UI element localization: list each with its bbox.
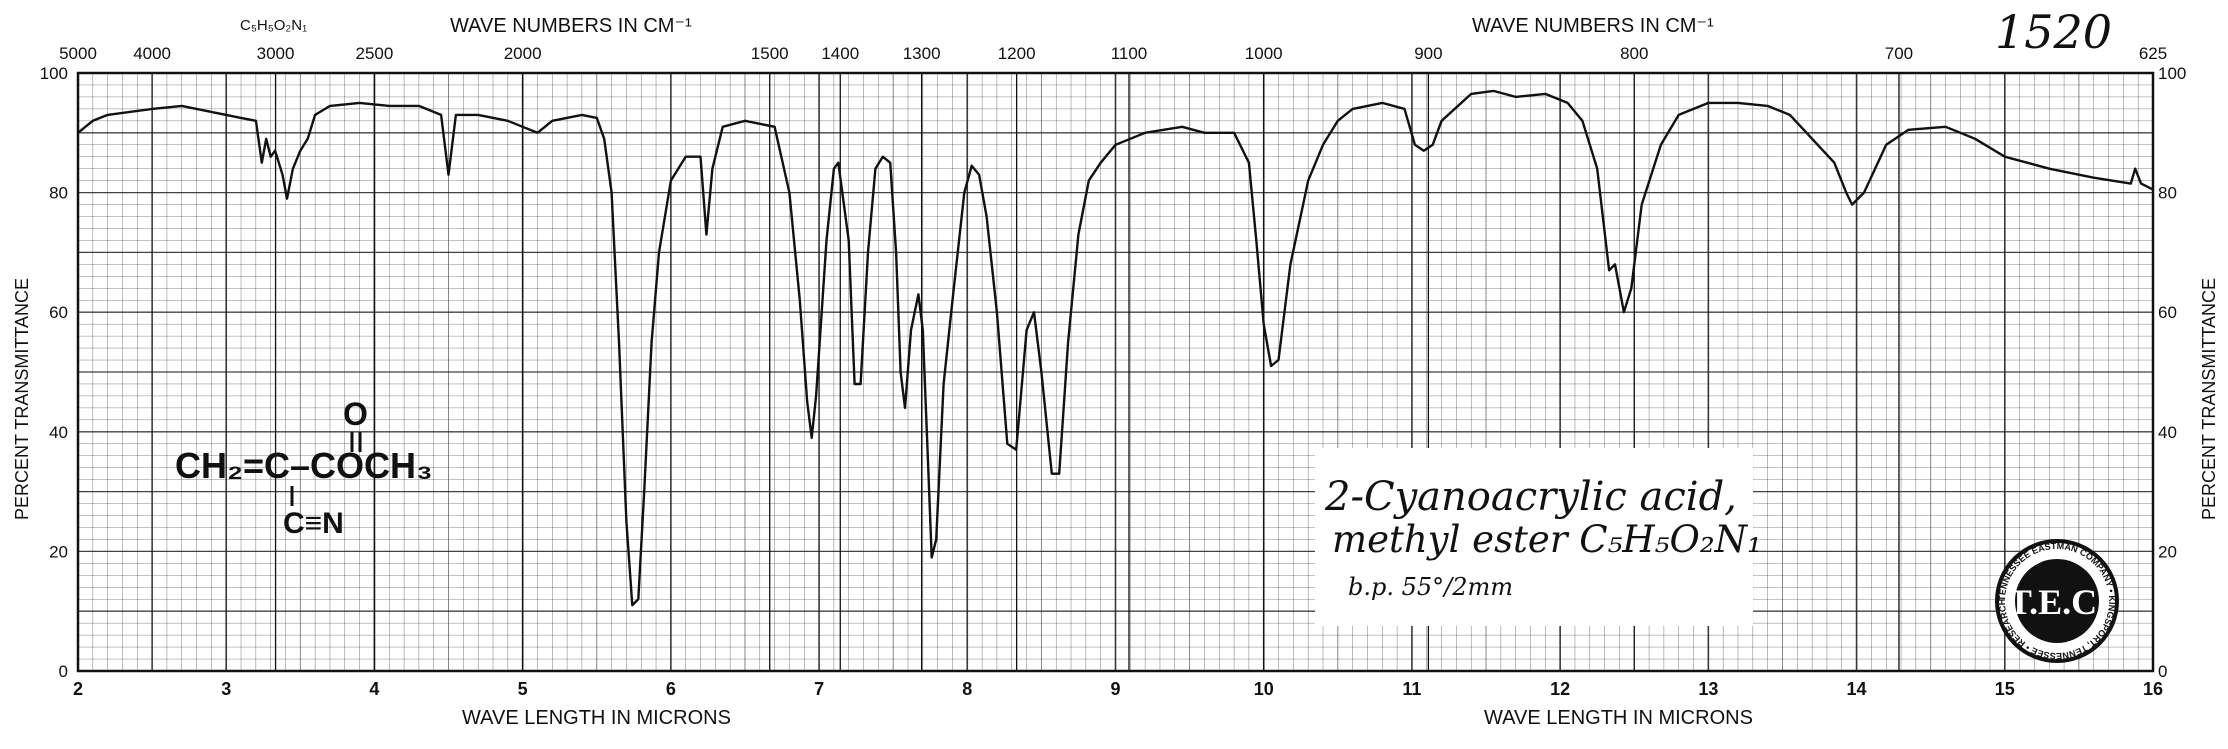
plot-frame — [76, 71, 2155, 673]
x-tick-label: 14 — [1847, 679, 1867, 699]
y-tick-label-right: 0 — [2158, 662, 2167, 681]
y-tick-label-left: 20 — [49, 542, 68, 561]
y-tick-label-left: 100 — [40, 64, 68, 83]
y-tick-label-right: 100 — [2158, 64, 2186, 83]
wavenumber-tick-label: 1000 — [1245, 44, 1283, 63]
y-tick-label-left: 40 — [49, 423, 68, 442]
formula-top: C₅H₅O₂N₁ — [240, 17, 307, 34]
x-tick-label: 8 — [962, 679, 972, 699]
structure-main: CH₂=C–COCH₃ — [175, 445, 433, 486]
seal-center-text: T.E.C. — [2008, 582, 2106, 622]
spectrum-line — [77, 89, 2154, 607]
annotation-line2: methyl ester C₅H₅O₂N₁ — [1332, 518, 1762, 561]
y-tick-label-right: 60 — [2158, 303, 2177, 322]
wavenumber-label-left: WAVE NUMBERS IN CM⁻¹ — [450, 15, 692, 37]
x-tick-label: 10 — [1254, 679, 1274, 699]
wavelength-label-left: WAVE LENGTH IN MICRONS — [462, 707, 731, 729]
x-tick-label: 7 — [814, 679, 824, 699]
x-tick-label: 11 — [1402, 679, 1421, 699]
wavenumber-tick-label: 700 — [1885, 44, 1913, 63]
y-tick-label-left: 0 — [59, 662, 68, 681]
wavenumber-tick-label: 800 — [1620, 44, 1648, 63]
wavenumber-tick-label: 5000 — [59, 44, 97, 63]
wavenumber-tick-label: 2000 — [504, 44, 542, 63]
seal-inner-ring — [2015, 559, 2099, 643]
x-tick-label: 6 — [666, 679, 676, 699]
annotation-box: 2-Cyanoacrylic acid, methyl ester C₅H₅O₂… — [1315, 448, 1762, 626]
x-tick-label: 13 — [1698, 679, 1718, 699]
x-tick-label: 3 — [221, 679, 231, 699]
x-tick-label: 12 — [1550, 679, 1570, 699]
x-tick-label: 4 — [369, 679, 379, 699]
y-tick-label-right: 80 — [2158, 184, 2177, 203]
annotation-line1: 2-Cyanoacrylic acid, — [1324, 474, 1737, 520]
annotation-background — [1315, 448, 1753, 626]
x-tick-label: 5 — [518, 679, 528, 699]
wavenumber-tick-label: 1200 — [998, 44, 1036, 63]
structure-oxygen: O — [343, 396, 368, 432]
wavenumber-tick-label: 625 — [2139, 44, 2167, 63]
y-tick-label-right: 40 — [2158, 423, 2177, 442]
structure-formula: O CH₂=C–COCH₃ C≡N — [175, 396, 433, 540]
wavenumber-tick-label: 1300 — [903, 44, 941, 63]
structure-branch: C≡N — [283, 507, 344, 540]
wavenumber-tick-label: 4000 — [133, 44, 171, 63]
annotation-line3: b.p. 55°/2mm — [1348, 573, 1513, 601]
y-tick-label-left: 60 — [49, 303, 68, 322]
wavenumber-tick-label: 1400 — [821, 44, 859, 63]
y-tick-label-left: 80 — [49, 184, 68, 203]
wavenumber-label-right: WAVE NUMBERS IN CM⁻¹ — [1472, 15, 1714, 37]
x-tick-label: 15 — [1995, 679, 2015, 699]
wavelength-label-right: WAVE LENGTH IN MICRONS — [1484, 707, 1753, 729]
spectrum-series — [77, 89, 2154, 607]
wavenumber-tick-label: 1500 — [751, 44, 789, 63]
grid-lines — [77, 72, 2154, 672]
x-tick-label: 9 — [1110, 679, 1120, 699]
x-tick-label: 16 — [2143, 679, 2163, 699]
wavenumber-tick-label: 900 — [1414, 44, 1442, 63]
wavenumber-tick-label: 3000 — [257, 44, 295, 63]
y-axis-label-right: PERCENT TRANSMITTANCE — [2199, 278, 2219, 520]
x-tick-label: 2 — [73, 679, 83, 699]
wavenumber-tick-label: 2500 — [356, 44, 394, 63]
y-axis-label-left: PERCENT TRANSMITTANCE — [12, 278, 32, 520]
sheet-number: 1520 — [1995, 5, 2112, 59]
wavenumber-tick-label: 1100 — [1111, 44, 1148, 63]
y-tick-label-right: 20 — [2158, 542, 2177, 561]
